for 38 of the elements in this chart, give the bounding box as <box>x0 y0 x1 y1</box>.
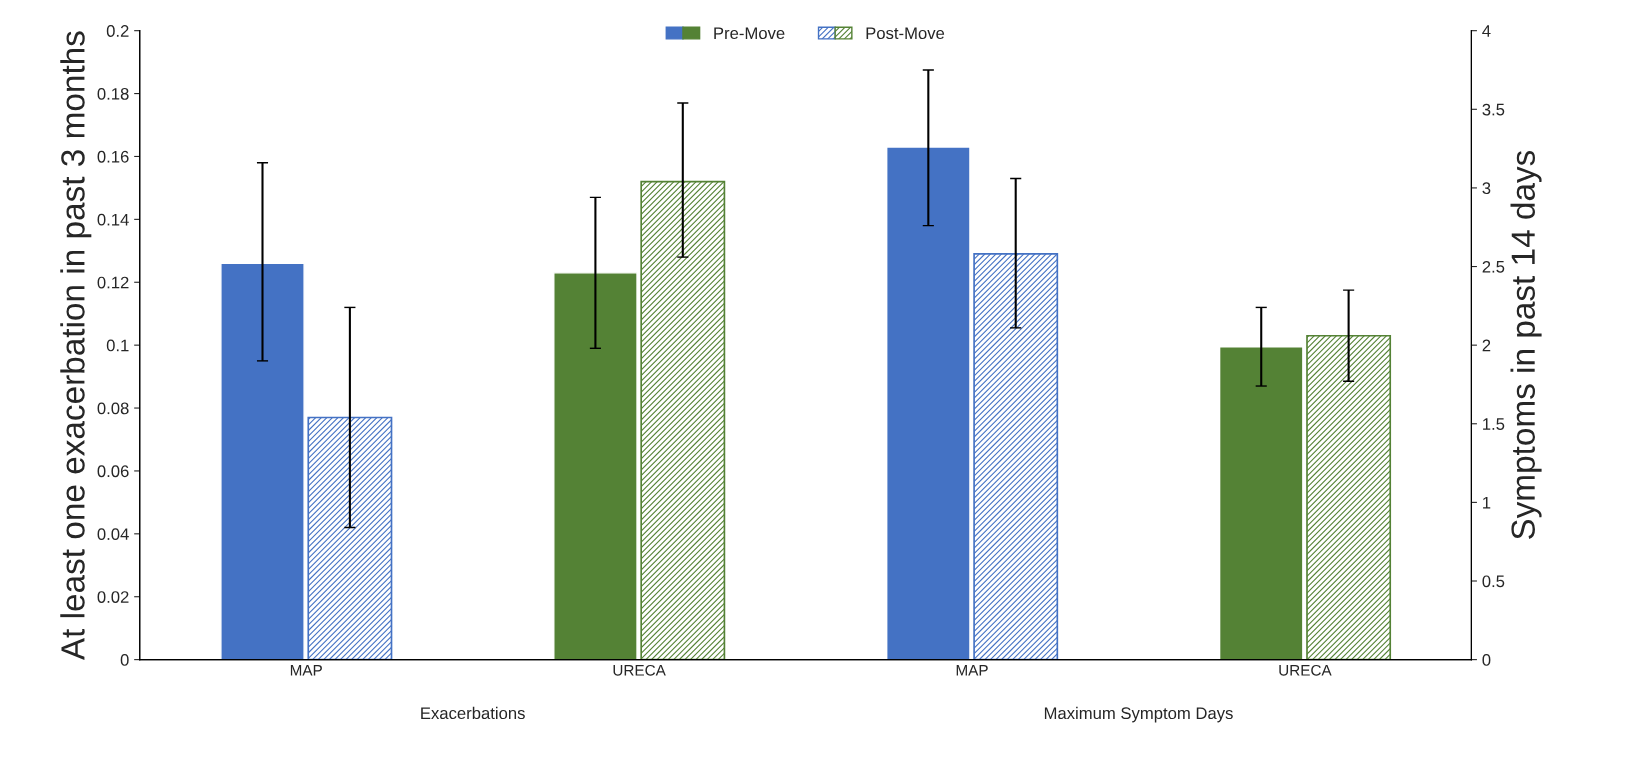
y2-tick-label: 0 <box>1482 654 1491 666</box>
y2-tick-label: 3.5 <box>1482 103 1505 116</box>
y-tick-label: 0.16 <box>97 150 129 163</box>
y-tick-label: 0.2 <box>106 25 129 37</box>
x-tick-label: URECA <box>613 664 666 676</box>
y2-axis-title: Symptoms in past 14 days <box>1510 150 1542 540</box>
bar <box>640 180 726 660</box>
y-tick-label: 0.08 <box>97 402 129 415</box>
bar <box>973 253 1059 660</box>
y-axis-title: At least one exacerbation in past 3 months <box>60 31 92 661</box>
y2-tick-label: 3 <box>1482 182 1491 195</box>
y2-tick-label: 1 <box>1483 496 1491 509</box>
text: Maximum Symptom Days <box>1044 706 1233 723</box>
x-tick-label: MAP <box>956 665 988 676</box>
legend-label: Post-Move <box>866 27 945 40</box>
y2-tick-label: 0.5 <box>1482 575 1505 588</box>
y-tick-label: 0.14 <box>97 213 129 226</box>
bar <box>886 146 971 660</box>
y-tick-label: 0.1 <box>106 339 129 352</box>
bar <box>553 272 638 660</box>
x-tick-label: URECA <box>1279 664 1332 676</box>
bar <box>220 262 305 660</box>
y-tick-label: 0.18 <box>97 87 129 100</box>
y2-tick-label: 2 <box>1482 339 1491 352</box>
y2-tick-label: 4 <box>1482 25 1491 37</box>
y-tick-label: 0.02 <box>97 591 129 603</box>
bar <box>1306 334 1392 660</box>
legend-label: Pre-Move <box>714 27 785 40</box>
text: Exacerbations <box>421 706 525 720</box>
y-tick-label: 0 <box>120 654 129 666</box>
x-tick-label: MAP <box>290 665 322 676</box>
bar <box>307 416 393 660</box>
y-tick-label: 0.04 <box>97 528 129 541</box>
bar <box>1218 346 1304 660</box>
y-tick-label: 0.12 <box>97 276 129 289</box>
y2-tick-label: 1.5 <box>1483 418 1505 430</box>
y2-tick-label: 2.5 <box>1482 260 1505 273</box>
y-tick-label: 0.06 <box>97 465 129 478</box>
